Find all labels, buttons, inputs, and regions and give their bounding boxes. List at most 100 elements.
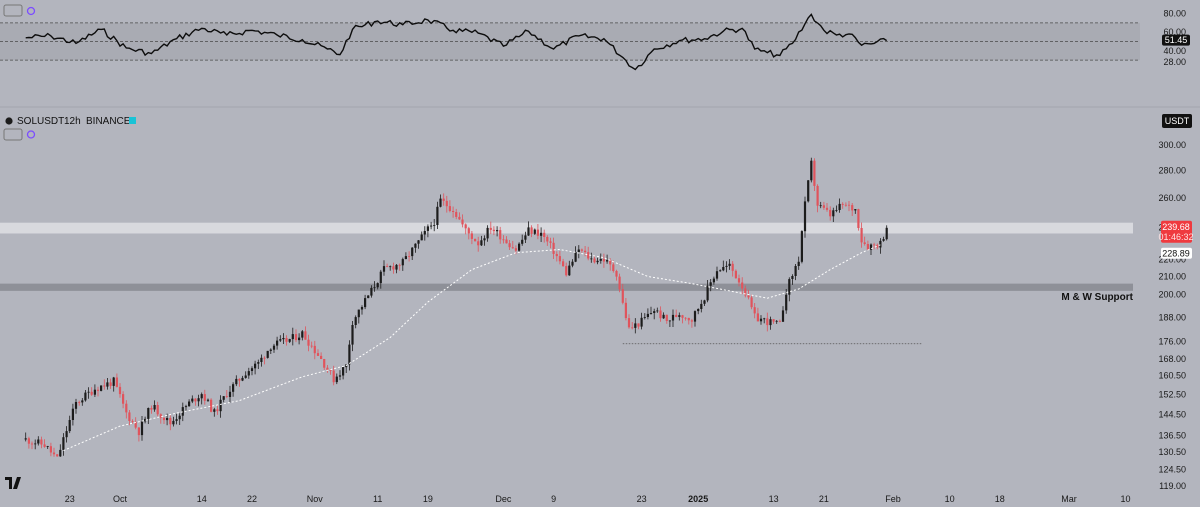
candle-body: [389, 266, 392, 268]
candle-body: [854, 209, 857, 211]
candle-body: [40, 439, 43, 445]
candle-body: [125, 403, 128, 413]
candle-body: [81, 400, 84, 403]
candle-body: [668, 320, 671, 322]
candle-body: [565, 266, 568, 276]
legend-exchange: BINANCE: [86, 116, 131, 127]
candle-body: [712, 278, 715, 283]
candle-body: [778, 320, 781, 322]
date-tick-label: 14: [197, 494, 207, 504]
symbol-logo-icon: [5, 117, 13, 125]
candle-body: [467, 228, 470, 234]
candle-body: [631, 327, 634, 329]
candle-body: [781, 310, 785, 322]
tv-logo-mark-2: [13, 477, 21, 489]
candle-body: [681, 315, 684, 318]
candle-body: [106, 382, 109, 387]
candle-body: [584, 250, 587, 253]
rsi-value-badge: 51.45: [1162, 34, 1190, 46]
candle-body: [844, 204, 847, 206]
candle-body: [414, 243, 417, 248]
price-tick-label: 280.00: [1158, 165, 1186, 175]
price-pane: 300.00280.00260.00240.00220.00210.00200.…: [0, 114, 1194, 504]
settings-gear-icon[interactable]: [26, 6, 36, 16]
legend-settings-icon[interactable]: [26, 130, 36, 139]
candle-body: [577, 249, 580, 253]
collapse-toggle-icon[interactable]: [3, 4, 23, 17]
candle-body: [747, 295, 750, 298]
candle-body: [803, 201, 807, 232]
date-tick-label: Oct: [113, 494, 128, 504]
candle-body: [857, 209, 860, 228]
candle-body: [156, 405, 159, 415]
date-tick-label: 13: [769, 494, 779, 504]
candle-body: [134, 421, 137, 428]
candle-body: [580, 249, 583, 251]
currency-badge-background[interactable]: [1162, 114, 1192, 128]
candle-body: [524, 235, 527, 240]
candle-body: [392, 266, 395, 270]
candle-body: [411, 247, 414, 257]
price-tick-label: 130.50: [1158, 447, 1186, 457]
rsi-tick-label: 40.00: [1163, 46, 1186, 56]
candle-body: [646, 313, 649, 317]
date-tick-label: 19: [423, 494, 433, 504]
candle-body: [690, 320, 693, 322]
candle-body: [24, 438, 27, 440]
candle-body: [118, 386, 122, 395]
data-status-icon: [129, 117, 136, 124]
candle-body: [426, 226, 429, 231]
candle-body: [37, 439, 40, 444]
candle-body: [549, 241, 552, 243]
candle-body: [719, 270, 722, 272]
rsi-indicator-controls[interactable]: [3, 4, 36, 17]
candle-body: [241, 377, 244, 381]
candle-body: [869, 244, 873, 250]
legend-collapse-icon[interactable]: [3, 128, 23, 141]
candle-body: [816, 185, 819, 206]
legend-symbol: SOLUSDT: [17, 116, 64, 127]
rsi-last-value: 51.45: [1165, 35, 1188, 45]
candle-body: [304, 331, 307, 340]
candle-body: [502, 239, 505, 241]
price-tick-label: 188.00: [1158, 312, 1186, 322]
candle-body: [442, 198, 445, 201]
candle-body: [137, 427, 140, 436]
price-tick-label: 210.00: [1158, 272, 1186, 282]
candle-body: [609, 260, 612, 265]
candle-body: [615, 271, 618, 277]
candle-body: [398, 264, 401, 266]
candle-body: [423, 231, 426, 235]
candle-body: [401, 259, 404, 266]
candle-body: [219, 399, 222, 412]
bar-countdown: 01:46:32: [1158, 232, 1193, 242]
candle-body: [800, 231, 803, 262]
price-tick-label: 160.50: [1158, 371, 1186, 381]
candle-body: [728, 263, 731, 266]
currency-badge[interactable]: USDT: [1165, 116, 1190, 126]
candle-body: [593, 258, 596, 263]
candle-body: [763, 318, 766, 320]
candle-body: [216, 409, 219, 412]
candle-body: [291, 334, 294, 340]
candle-body: [753, 307, 756, 314]
candle-body: [697, 309, 700, 312]
candle-body: [759, 318, 763, 322]
currency-selector[interactable]: USDT: [1162, 114, 1192, 128]
candle-body: [514, 248, 517, 251]
candle-body: [307, 339, 310, 346]
candle-body: [408, 256, 411, 257]
candle-body: [90, 391, 93, 395]
candle-body: [640, 317, 643, 327]
date-tick-label: Mar: [1061, 494, 1077, 504]
candle-body: [637, 323, 640, 327]
candle-body: [797, 261, 800, 266]
candle-body: [329, 370, 332, 371]
candle-body: [323, 359, 326, 368]
candle-body: [819, 205, 822, 207]
candle-body: [483, 238, 486, 241]
support-zone: [0, 283, 1133, 291]
date-tick-label: Nov: [307, 494, 324, 504]
